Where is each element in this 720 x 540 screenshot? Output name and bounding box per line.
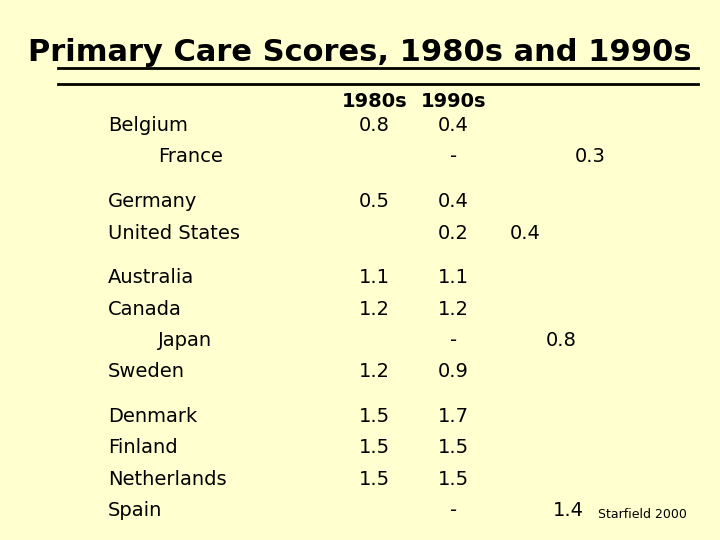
Text: Australia: Australia [108,268,194,287]
Text: -: - [450,331,457,350]
Text: France: France [158,147,223,166]
Text: Japan: Japan [158,331,212,350]
Text: 1.5: 1.5 [359,470,390,489]
Text: 1.5: 1.5 [438,470,469,489]
Text: Netherlands: Netherlands [108,470,227,489]
Text: 1.1: 1.1 [438,268,469,287]
Text: 0.8: 0.8 [359,116,390,135]
Text: Primary Care Scores, 1980s and 1990s: Primary Care Scores, 1980s and 1990s [28,38,692,67]
Text: 1.2: 1.2 [438,300,469,319]
Text: 1990s: 1990s [421,92,486,111]
Text: 1980s: 1980s [341,92,408,111]
Text: 1.2: 1.2 [359,300,390,319]
Text: Canada: Canada [108,300,182,319]
Text: Belgium: Belgium [108,116,188,135]
Text: 0.8: 0.8 [546,331,577,350]
Text: 1.1: 1.1 [359,268,390,287]
Text: Sweden: Sweden [108,362,185,381]
Text: -: - [450,147,457,166]
Text: Spain: Spain [108,501,163,520]
Text: Starfield 2000: Starfield 2000 [598,508,686,521]
Text: -: - [450,501,457,520]
Text: 1.5: 1.5 [438,438,469,457]
Text: Finland: Finland [108,438,178,457]
Text: 0.3: 0.3 [575,147,606,166]
Text: Denmark: Denmark [108,407,197,426]
Text: 0.2: 0.2 [438,224,469,242]
Text: 1.7: 1.7 [438,407,469,426]
Text: 1.2: 1.2 [359,362,390,381]
Text: 1.5: 1.5 [359,407,390,426]
Text: 0.4: 0.4 [438,116,469,135]
Text: 0.5: 0.5 [359,192,390,211]
Text: 1.5: 1.5 [359,438,390,457]
Text: Germany: Germany [108,192,197,211]
Text: 1.4: 1.4 [553,501,585,520]
Text: 0.4: 0.4 [438,192,469,211]
Text: United States: United States [108,224,240,242]
Text: 0.9: 0.9 [438,362,469,381]
Text: 0.4: 0.4 [510,224,541,242]
